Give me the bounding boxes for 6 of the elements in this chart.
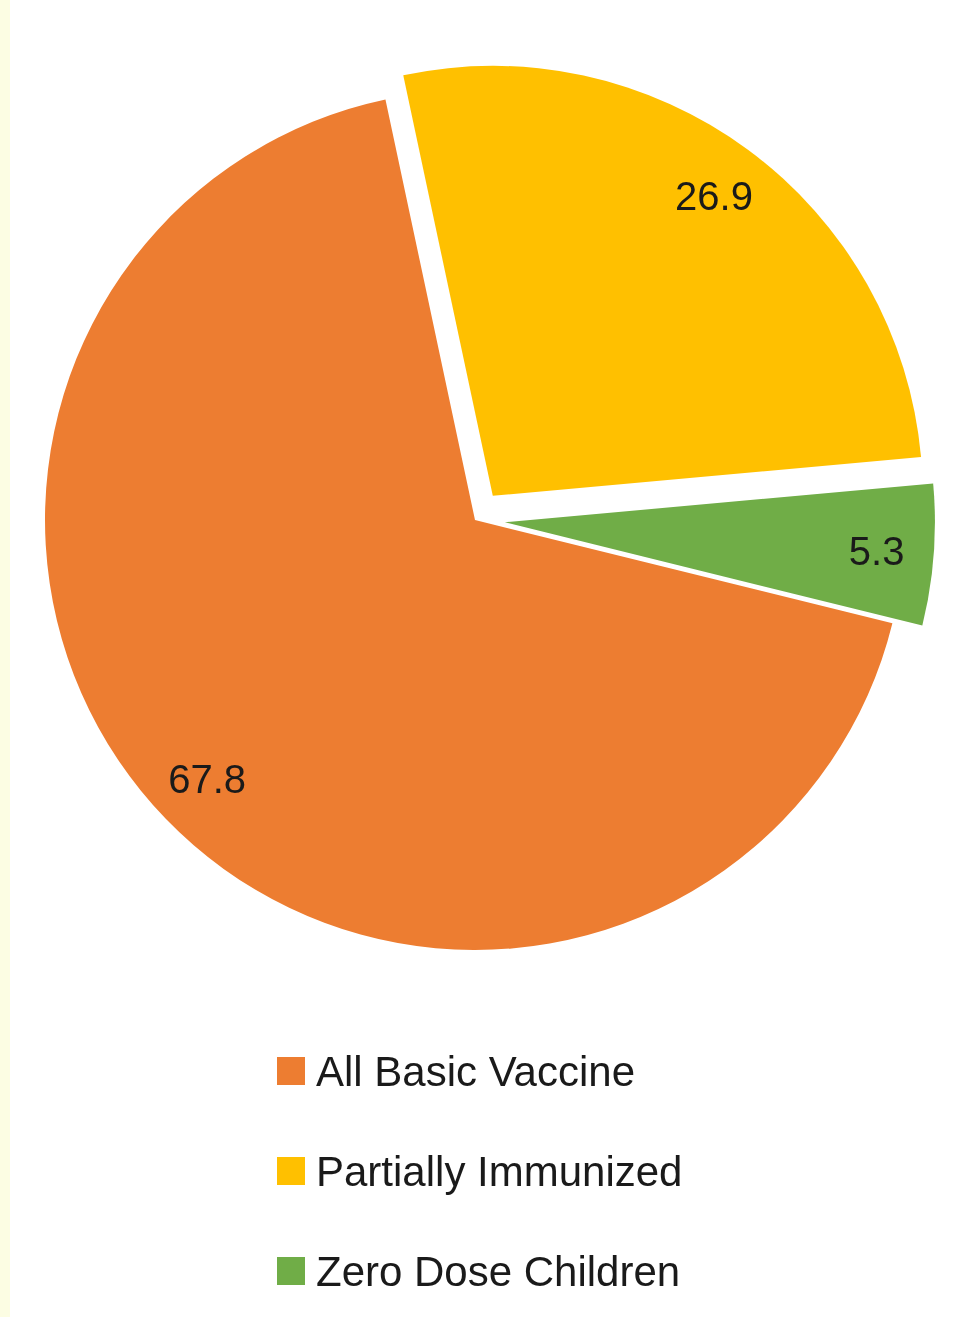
legend-label: Partially Immunized [316,1147,683,1195]
data-label: 26.9 [675,173,753,218]
data-label: 67.8 [168,757,247,802]
legend-label: Zero Dose Children [316,1247,681,1295]
legend-label: All Basic Vaccine [316,1047,636,1095]
data-label: 5.3 [848,528,905,573]
